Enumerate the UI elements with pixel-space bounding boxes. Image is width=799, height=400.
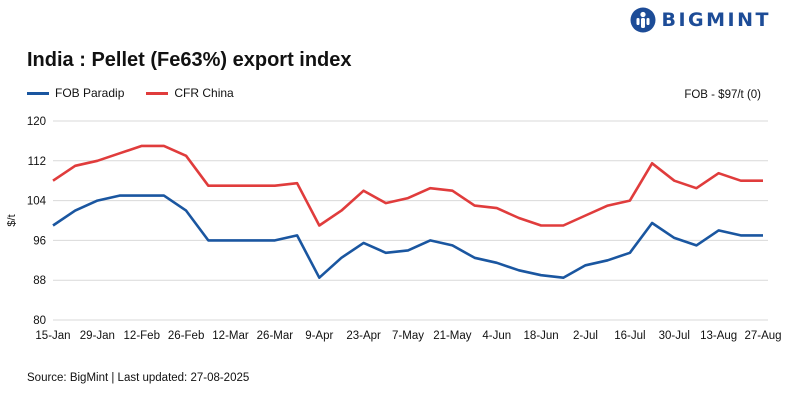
legend-item-fob: FOB Paradip	[27, 86, 124, 100]
bigmint-person-icon	[630, 7, 655, 33]
series-line-cfr-china	[52, 144, 763, 227]
x-tick-label: 27-Aug	[744, 330, 781, 342]
x-tick-label: 29-Jan	[80, 330, 115, 342]
x-tick-label: 15-Jan	[35, 330, 70, 342]
series-line-fob-paradip	[52, 194, 763, 279]
y-tick-label: 80	[33, 315, 46, 327]
y-tick-label: 112	[28, 156, 46, 168]
legend-label-cfr: CFR China	[174, 86, 234, 100]
x-tick-label: 9-Apr	[305, 330, 333, 342]
x-tick-label: 26-Feb	[168, 330, 204, 342]
x-tick-label: 12-Feb	[124, 330, 160, 342]
x-tick-label: 7-May	[392, 330, 424, 342]
chart-title: India : Pellet (Fe63%) export index	[27, 49, 352, 71]
y-tick-label: 96	[33, 235, 46, 247]
x-tick-label: 13-Aug	[700, 330, 737, 342]
x-tick-label: 2-Jul	[573, 330, 598, 342]
x-tick-label: 4-Jun	[482, 330, 511, 342]
y-tick-label: 104	[27, 196, 47, 208]
x-tick-labels: 15-Jan 29-Jan 12-Feb 26-Feb 12-Mar 26-Mar 9-Ap…	[35, 330, 781, 342]
y-axis-label: $/t	[6, 214, 18, 226]
source-note: Source: BigMint | Last updated: 27-08-20…	[27, 372, 250, 384]
x-tick-label: 23-Apr	[346, 330, 381, 342]
grid-lines	[53, 120, 768, 321]
x-tick-label: 26-Mar	[257, 330, 294, 342]
legend-swatch-fob	[27, 91, 49, 95]
y-tick-label: 88	[33, 275, 46, 287]
x-tick-label: 30-Jul	[659, 330, 690, 342]
x-tick-label: 16-Jul	[614, 330, 645, 342]
legend-item-cfr: CFR China	[146, 86, 234, 100]
x-tick-label: 21-May	[433, 330, 472, 342]
x-tick-label: 12-Mar	[212, 330, 249, 342]
brand-logo: BIGMINT	[630, 7, 772, 33]
fob-price-note: FOB - $97/t (0)	[684, 89, 761, 101]
chart-legend: FOB Paradip CFR China	[27, 86, 234, 100]
legend-label-fob: FOB Paradip	[55, 86, 125, 100]
brand-name: BIGMINT	[661, 9, 771, 31]
y-tick-label: 120	[27, 116, 46, 128]
y-tick-labels: 80 88 96 104 112 120	[27, 116, 47, 327]
legend-swatch-cfr	[146, 91, 169, 95]
series-lines	[52, 144, 763, 279]
x-tick-label: 18-Jun	[524, 330, 559, 342]
